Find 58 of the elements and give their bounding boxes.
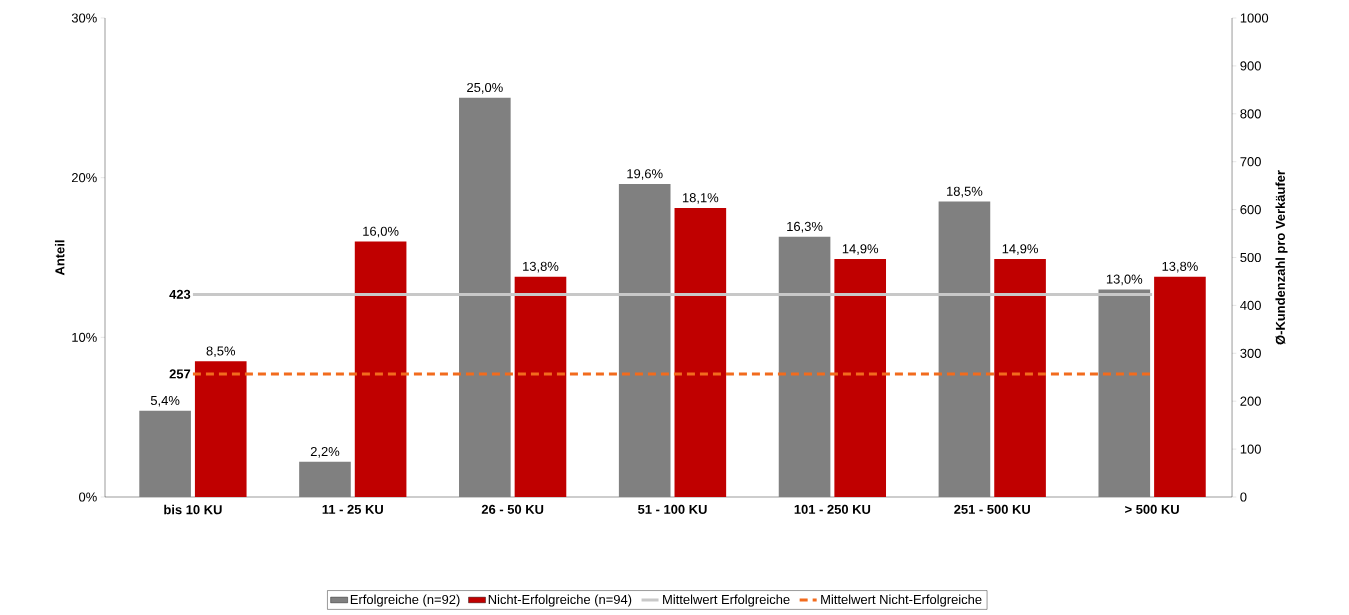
y2-tick-label: 600 [1240, 205, 1261, 215]
data-label: 14,9% [842, 244, 879, 255]
x-tick-label: 11 - 25 KU [322, 504, 383, 514]
bar [514, 276, 567, 497]
y-tick-label: 20% [71, 173, 97, 183]
data-label: 257 [169, 369, 191, 379]
data-label: 25,0% [467, 82, 503, 94]
bar [674, 208, 727, 497]
data-label: 16,0% [363, 226, 399, 238]
bar [938, 201, 991, 497]
bar [1098, 289, 1151, 497]
y-tick-label: 0% [79, 492, 97, 502]
x-tick-label: > 500 KU [1125, 504, 1179, 514]
data-label: 13,8% [523, 261, 559, 273]
y2-tick-label: 400 [1240, 300, 1261, 310]
data-label: 18,1% [682, 193, 719, 204]
y2-tick-label: 900 [1240, 61, 1261, 71]
data-label: 13,0% [1106, 274, 1143, 286]
bar [778, 236, 831, 497]
bar [194, 361, 247, 497]
bar [618, 184, 671, 497]
data-label: 18,5% [947, 186, 983, 198]
data-label: 2,2% [310, 446, 340, 458]
bar [994, 259, 1046, 497]
x-tick-label: 51 - 100 KU [638, 504, 707, 514]
y2-axis-title: Ø-Kundenzahl pro Verkäufer [1275, 170, 1288, 345]
data-label: 16,3% [787, 221, 823, 233]
y2-tick-label: 800 [1240, 109, 1261, 119]
bar [834, 259, 887, 497]
y2-tick-label: 1000 [1240, 13, 1269, 23]
x-tick-label: 26 - 50 KU [481, 504, 544, 514]
y2-tick-label: 0 [1240, 492, 1247, 502]
y-tick-label: 10% [72, 332, 97, 342]
data-label: 5,4% [150, 395, 180, 407]
y-tick-label: 30% [71, 13, 97, 23]
bar [1154, 276, 1206, 497]
bar [354, 241, 407, 497]
data-label: 19,6% [627, 169, 663, 180]
legend-label: Mittelwert Nicht-Erfolgreiche [821, 594, 982, 607]
y2-tick-label: 100 [1240, 444, 1261, 454]
y2-tick-label: 700 [1240, 157, 1261, 167]
x-tick-label: 251 - 500 KU [954, 504, 1030, 514]
y2-tick-label: 300 [1240, 348, 1261, 358]
y2-tick-label: 200 [1240, 396, 1261, 406]
data-label: 13,8% [1162, 261, 1198, 273]
bar [299, 461, 351, 497]
data-label: 8,5% [206, 346, 236, 358]
x-tick-label: bis 10 KU [164, 504, 222, 515]
x-tick-label: 101 - 250 KU [794, 504, 871, 514]
legend-label: Erfolgreiche (n=92) [350, 594, 460, 607]
y-axis-title: Anteil [54, 240, 65, 276]
y2-tick-label: 500 [1240, 252, 1261, 263]
bar [459, 97, 511, 497]
legend-label: Nicht-Erfolgreiche (n=94) [488, 594, 632, 607]
legend-label: Mittelwert Erfolgreiche [663, 594, 790, 607]
data-label: 14,9% [1002, 244, 1038, 255]
bar [139, 410, 191, 497]
data-label: 423 [169, 289, 191, 299]
